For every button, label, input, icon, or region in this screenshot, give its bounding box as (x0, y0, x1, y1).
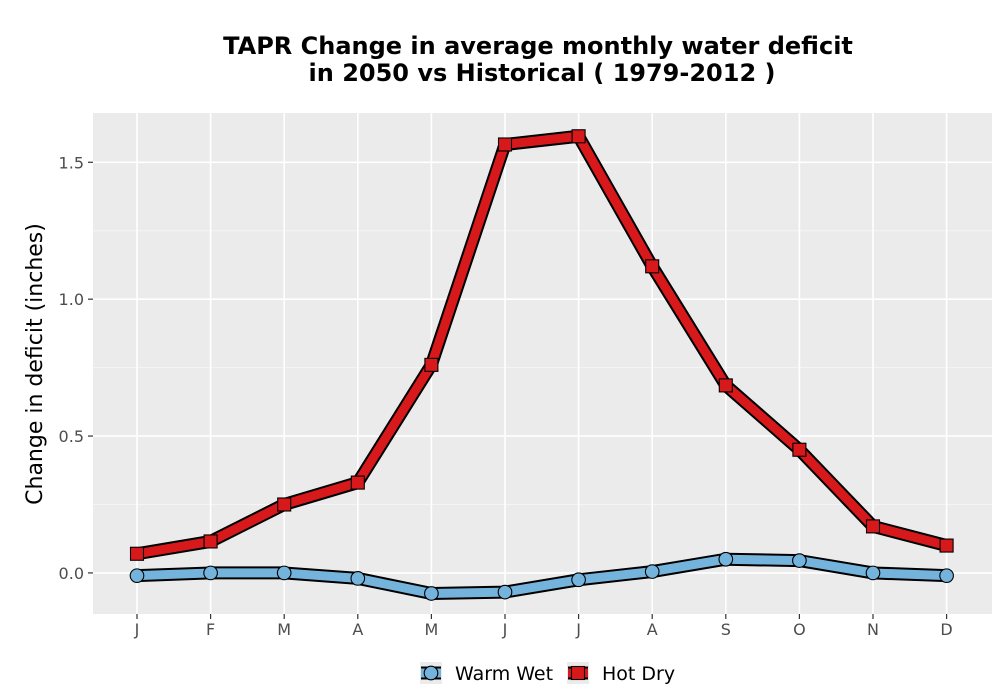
legend-label-warm-wet: Warm Wet (455, 663, 553, 685)
x-tick-label: J (502, 620, 508, 639)
x-tick-label: J (575, 620, 581, 639)
data-point-hot-dry (571, 129, 586, 144)
x-tick-label: M (424, 620, 438, 639)
x-tick-label: A (647, 620, 658, 639)
x-tick-label: A (352, 620, 363, 639)
legend-key-marker-warm-wet (423, 665, 439, 681)
data-point-warm-wet (350, 571, 366, 586)
data-point-hot-dry (718, 378, 733, 393)
chart-title-line1: TAPR Change in average monthly water def… (223, 32, 853, 60)
x-tick-label: J (134, 620, 140, 639)
data-point-warm-wet (865, 565, 881, 581)
data-point-hot-dry (939, 538, 954, 553)
y-tick-label: 1.0 (59, 290, 84, 309)
data-point-hot-dry (350, 475, 365, 490)
chart-title-line2: in 2050 vs Historical ( 1979-2012 ) (309, 59, 776, 87)
y-tick-label: 1.5 (59, 153, 84, 172)
data-point-warm-wet (129, 568, 145, 584)
data-point-warm-wet (497, 584, 513, 600)
data-point-hot-dry (645, 259, 660, 274)
x-tick-label: M (277, 620, 291, 639)
major-gridlines (93, 113, 992, 614)
data-point-hot-dry (497, 137, 513, 152)
data-point-hot-dry (865, 519, 881, 534)
y-axis-ticks: 0.0 0.5 1.0 1.5 (59, 153, 93, 583)
data-point-warm-wet (276, 565, 292, 581)
x-tick-label: O (793, 620, 806, 639)
y-axis-title: Change in deficit (inches) (23, 223, 48, 505)
data-point-warm-wet (792, 553, 807, 568)
x-tick-label: D (940, 620, 952, 639)
data-point-warm-wet (939, 568, 954, 584)
data-point-hot-dry (203, 534, 218, 549)
data-point-warm-wet (203, 565, 218, 581)
x-tick-label: S (721, 620, 731, 639)
data-point-warm-wet (571, 572, 586, 588)
x-tick-label: F (206, 620, 215, 639)
minor-gridlines (93, 230, 992, 505)
x-tick-label: N (867, 620, 879, 639)
data-point-hot-dry (129, 546, 145, 561)
y-tick-label: 0.0 (59, 564, 84, 583)
data-point-hot-dry (792, 442, 807, 457)
legend-label-hot-dry: Hot Dry (602, 663, 675, 685)
legend-key-marker-hot-dry (570, 665, 586, 681)
series-line-hot-dry (136, 131, 948, 559)
data-point-hot-dry (277, 497, 292, 512)
legend: Warm Wet Hot Dry (420, 662, 675, 685)
series-layer (129, 129, 954, 601)
series-line-warm-wet (136, 554, 947, 598)
data-point-warm-wet (644, 564, 660, 579)
data-point-warm-wet (424, 586, 439, 601)
y-tick-label: 0.5 (59, 427, 84, 446)
data-point-hot-dry (424, 357, 439, 372)
data-point-warm-wet (718, 551, 734, 567)
